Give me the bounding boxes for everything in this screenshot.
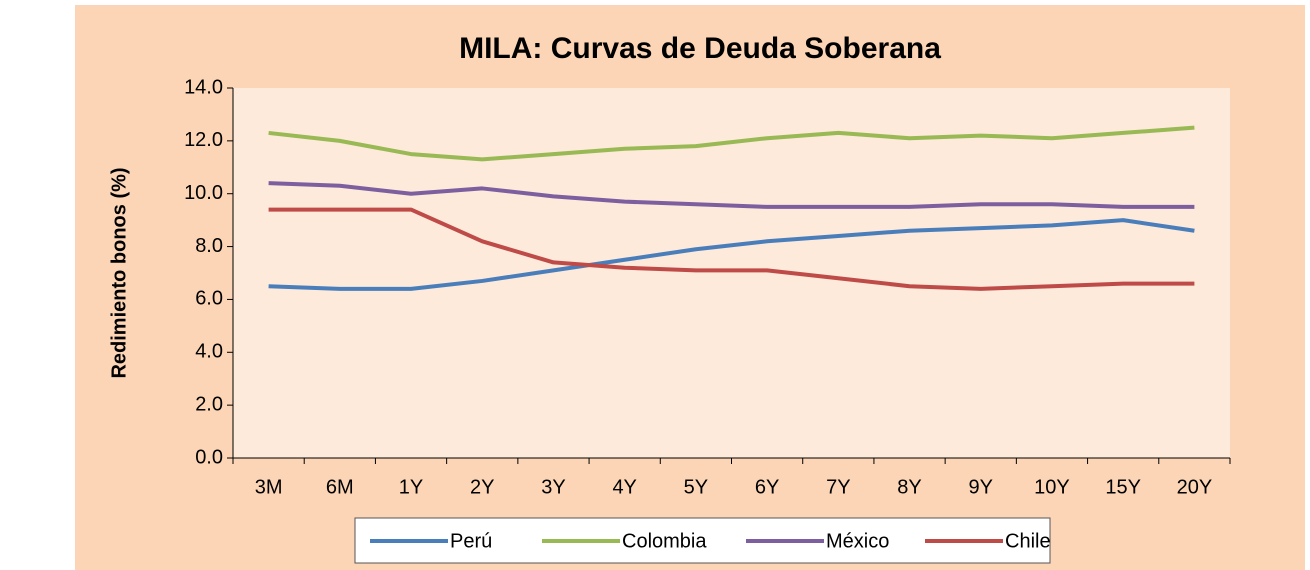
y-tick-label: 14.0 <box>184 76 223 98</box>
series-line <box>268 181 1195 209</box>
y-tick-label: 4.0 <box>195 341 223 363</box>
x-tick-label: 15Y <box>1105 476 1141 498</box>
series-line <box>268 218 1195 291</box>
x-tick-label: 6M <box>326 476 354 498</box>
legend-label: Colombia <box>622 530 707 552</box>
x-tick-label: 8Y <box>897 476 921 498</box>
legend-label: México <box>826 530 889 552</box>
y-axis-label: Redimiento bonos (%) <box>108 167 130 378</box>
x-tick-label: 3M <box>255 476 283 498</box>
y-tick-label: 12.0 <box>184 129 223 151</box>
x-tick-label: 1Y <box>399 476 423 498</box>
x-tick-label: 2Y <box>470 476 494 498</box>
y-tick-label: 2.0 <box>195 393 223 415</box>
x-tick-label: 9Y <box>969 476 993 498</box>
x-tick-label: 6Y <box>755 476 779 498</box>
x-tick-label: 20Y <box>1177 476 1213 498</box>
y-tick-label: 8.0 <box>195 235 223 257</box>
chart-title: MILA: Curvas de Deuda Soberana <box>459 32 941 65</box>
x-tick-label: 5Y <box>684 476 708 498</box>
y-tick-label: 0.0 <box>195 446 223 468</box>
series-line <box>268 125 1195 162</box>
x-tick-label: 7Y <box>826 476 850 498</box>
series-line <box>268 207 1195 291</box>
legend-label: Chile <box>1005 530 1051 552</box>
plot-area <box>233 88 1230 458</box>
x-tick-label: 10Y <box>1034 476 1070 498</box>
legend-label: Perú <box>450 530 492 552</box>
y-tick-label: 6.0 <box>195 288 223 310</box>
x-tick-label: 4Y <box>612 476 636 498</box>
x-tick-label: 3Y <box>541 476 565 498</box>
y-tick-label: 10.0 <box>184 182 223 204</box>
